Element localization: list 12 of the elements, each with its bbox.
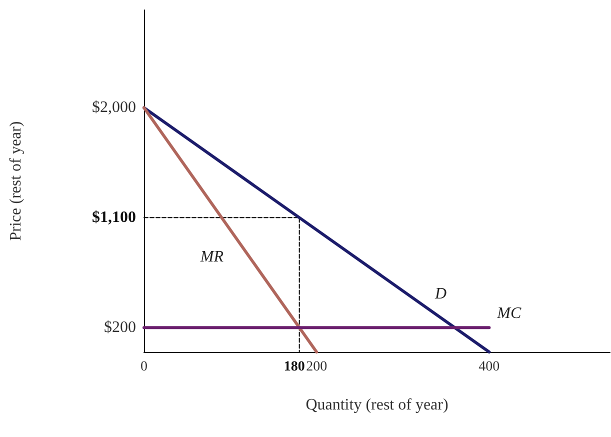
y-tick-label: $1,100 [92, 209, 136, 226]
x-tick-label: 180 [284, 360, 305, 374]
y-tick-label: $2,000 [92, 99, 136, 116]
y-axis-title: Price (rest of year) [8, 121, 24, 241]
x-tick-label: 400 [478, 360, 500, 374]
series-label: MR [199, 248, 224, 266]
x-tick-label: 200 [306, 360, 328, 374]
x-axis-title: Quantity (rest of year) [306, 396, 448, 414]
y-tick-label: $200 [104, 319, 136, 336]
series-label: MC [496, 305, 522, 322]
x-tick-label: 0 [140, 360, 148, 374]
series-label: D [434, 286, 448, 303]
